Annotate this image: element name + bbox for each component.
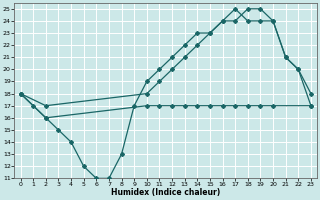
X-axis label: Humidex (Indice chaleur): Humidex (Indice chaleur) <box>111 188 220 197</box>
